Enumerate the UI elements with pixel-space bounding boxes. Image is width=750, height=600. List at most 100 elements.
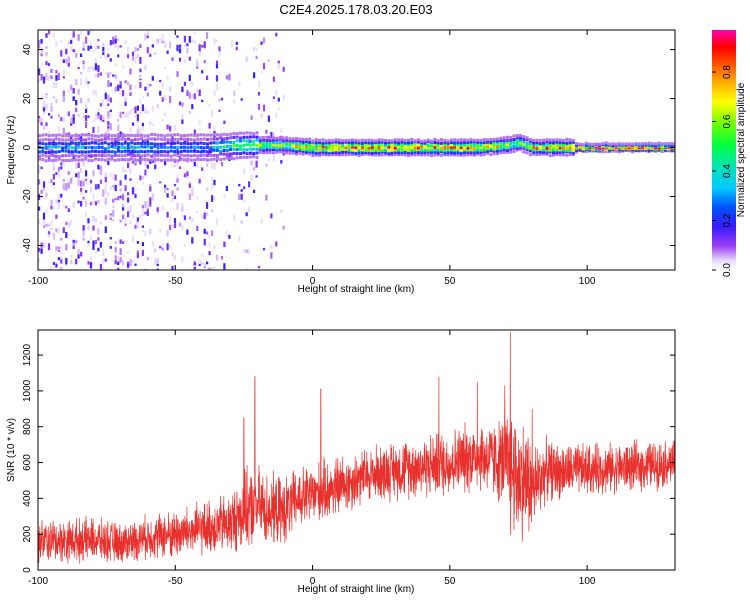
- ridge-cell: [453, 138, 457, 142]
- noise-cell: [169, 125, 172, 131]
- noise-cell: [85, 115, 88, 122]
- noise-cell: [109, 71, 112, 74]
- ridge-cell: [433, 145, 437, 149]
- noise-cell: [193, 265, 196, 268]
- noise-cell: [114, 247, 117, 253]
- noise-cell: [240, 189, 243, 192]
- noise-cell: [50, 205, 53, 210]
- noise-cell: [206, 202, 209, 209]
- ridge-cell: [390, 148, 394, 152]
- ridge-cell: [499, 144, 503, 148]
- noise-cell: [60, 267, 63, 270]
- noise-cell: [181, 214, 184, 217]
- ridge-cell: [670, 142, 674, 146]
- noise-cell: [213, 196, 216, 200]
- ridge-cell: [476, 148, 480, 152]
- ridge-cell: [235, 132, 239, 136]
- noise-cell: [114, 38, 117, 44]
- ridge-cell: [206, 145, 209, 149]
- ridge-cell: [77, 150, 81, 154]
- ridge-cell: [631, 142, 635, 146]
- ridge-cell: [120, 134, 124, 138]
- ridge-cell: [374, 139, 378, 143]
- ridge-cell: [173, 141, 177, 145]
- noise-cell: [57, 113, 60, 118]
- noise-cell: [117, 196, 120, 201]
- ridge-cell: [150, 149, 153, 153]
- ridge-cell: [209, 133, 213, 137]
- noise-cell: [198, 263, 201, 266]
- ridge-cell: [110, 150, 114, 154]
- ridge-cell: [374, 148, 378, 152]
- ridge-cell: [252, 143, 256, 147]
- noise-cell: [75, 100, 78, 105]
- ridge-cell: [472, 146, 476, 150]
- noise-cell: [134, 187, 137, 192]
- ridge-cell: [486, 140, 490, 144]
- noise-cell: [186, 176, 189, 179]
- ridge-cell: [558, 153, 562, 157]
- ridge-cell: [209, 146, 213, 150]
- noise-cell: [82, 181, 85, 187]
- ridge-cell: [183, 154, 186, 158]
- ridge-cell: [407, 138, 410, 142]
- noise-cell: [55, 41, 58, 47]
- ridge-cell: [127, 137, 130, 141]
- ridge-cell: [268, 148, 272, 152]
- noise-cell: [223, 263, 226, 270]
- ridge-cell: [558, 144, 562, 148]
- noise-cell: [136, 105, 139, 111]
- ridge-cell: [505, 140, 509, 144]
- ridge-cell: [268, 136, 272, 140]
- noise-cell: [134, 85, 137, 90]
- noise-cell: [92, 216, 95, 221]
- noise-cell: [119, 188, 122, 192]
- ridge-cell: [219, 136, 223, 140]
- ridge-cell: [466, 144, 470, 148]
- ridge-cell: [206, 153, 209, 157]
- ridge-cell: [301, 145, 305, 149]
- ridge-cell: [219, 152, 223, 156]
- noise-cell: [85, 122, 88, 129]
- ridge-cell: [127, 149, 130, 153]
- ridge-cell: [265, 135, 269, 139]
- noise-cell: [156, 207, 159, 213]
- noise-cell: [131, 235, 135, 243]
- noise-cell: [80, 168, 83, 173]
- noise-cell: [72, 88, 75, 94]
- noise-cell: [230, 40, 233, 48]
- noise-cell: [52, 161, 55, 168]
- ridge-cell: [183, 141, 186, 145]
- ridge-cell: [654, 148, 658, 152]
- ridge-cell: [459, 153, 463, 157]
- ridge-cell: [433, 141, 437, 145]
- noise-cell: [141, 205, 144, 209]
- noise-cell: [92, 49, 95, 52]
- ridge-cell: [212, 153, 216, 157]
- ridge-cell: [380, 143, 384, 147]
- noise-cell: [45, 122, 48, 127]
- ridge-cell: [337, 151, 341, 155]
- ridge-cell: [453, 151, 457, 155]
- ridge-cell: [393, 143, 397, 146]
- ridge-cell: [169, 158, 173, 162]
- noise-cell: [228, 234, 231, 239]
- noise-cell: [183, 35, 186, 43]
- noise-cell: [114, 255, 117, 259]
- noise-cell: [156, 104, 159, 108]
- ridge-cell: [459, 146, 463, 149]
- noise-cell: [92, 240, 95, 245]
- ridge-cell: [384, 141, 387, 145]
- ridge-cell: [456, 141, 460, 145]
- ridge-cell: [107, 153, 111, 157]
- ridge-cell: [245, 143, 249, 147]
- ridge-cell: [416, 140, 420, 144]
- ridge-cell: [390, 143, 394, 146]
- noise-cell: [60, 256, 63, 260]
- ridge-cell: [433, 138, 437, 141]
- ridge-cell: [482, 145, 486, 149]
- ridge-cell: [153, 150, 157, 154]
- ridge-cell: [255, 135, 259, 139]
- ridge-cell: [337, 141, 341, 145]
- ridge-cell: [571, 146, 575, 150]
